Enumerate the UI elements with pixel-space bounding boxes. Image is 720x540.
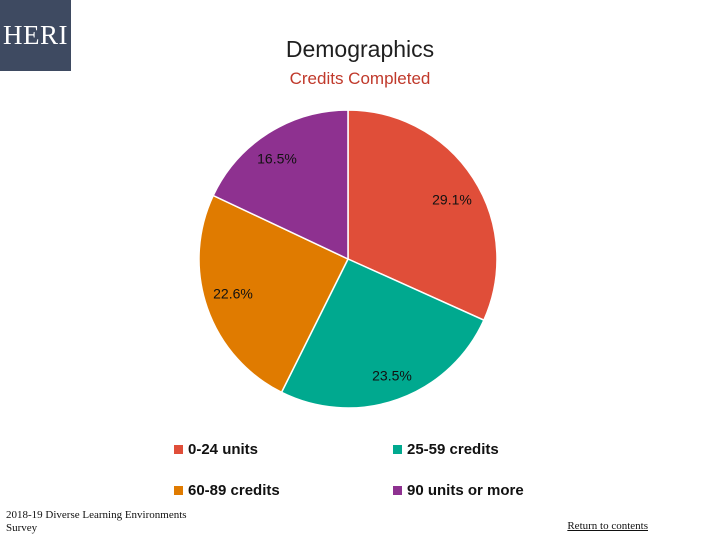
pie-slice-90-units-or-more — [212, 109, 349, 261]
slice-value-label: 16.5% — [257, 151, 297, 167]
legend-swatch — [174, 445, 183, 454]
pie-slice-25-59-credits — [280, 258, 485, 409]
legend-label: 25-59 credits — [407, 441, 499, 458]
legend-label: 60-89 credits — [188, 482, 280, 499]
pie-slice-0-24-units — [347, 109, 498, 322]
slice-value-label: 29.1% — [432, 192, 472, 208]
legend-item-90-units-or-more: 90 units or more — [393, 482, 524, 499]
slice-value-label: 23.5% — [372, 368, 412, 384]
chart-title: Demographics — [285, 36, 435, 62]
legend-swatch — [174, 486, 183, 495]
return-to-contents-link[interactable]: Return to contents — [567, 520, 648, 532]
legend-swatch — [393, 445, 402, 454]
slice-value-label: 22.6% — [213, 286, 253, 302]
legend-item-25-59-credits: 25-59 credits — [393, 441, 499, 458]
legend-label: 90 units or more — [407, 482, 524, 499]
source-note: 2018-19 Diverse Learning Environments Su… — [6, 509, 187, 534]
legend-item-0-24-units: 0-24 units — [174, 441, 258, 458]
pie-slice-60-89-credits — [198, 194, 350, 394]
legend-label: 0-24 units — [188, 441, 259, 458]
legend-swatch — [393, 486, 402, 495]
chart-subtitle: Credits Completed — [289, 69, 431, 88]
legend-item-60-89-credits: 60-89 credits — [174, 482, 280, 499]
heri-logo: HERI — [0, 0, 71, 71]
